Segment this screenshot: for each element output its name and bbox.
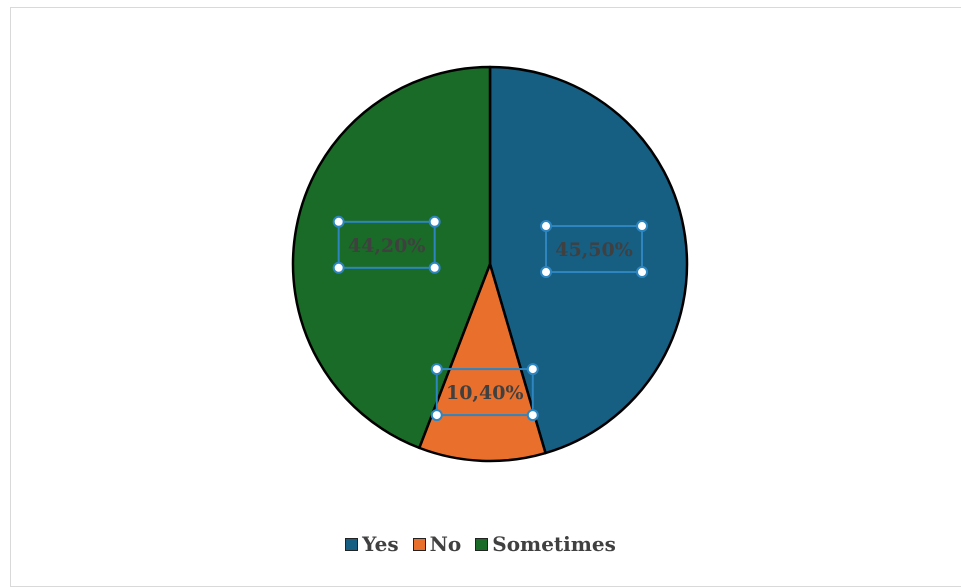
legend-entry-sometimes[interactable]: Sometimes: [475, 532, 616, 556]
data-label-no[interactable]: 10,40%: [430, 363, 539, 422]
resize-handle[interactable]: [430, 409, 443, 422]
pie-slice-no[interactable]: [418, 262, 547, 463]
legend-label-yes: Yes: [362, 532, 399, 556]
resize-handle[interactable]: [332, 261, 345, 274]
legend-label-sometimes: Sometimes: [492, 532, 616, 556]
legend-entry-yes[interactable]: Yes: [345, 532, 399, 556]
data-label-frame-yes: [545, 225, 644, 274]
pie-slice-sometimes[interactable]: [291, 65, 492, 450]
data-label-text-sometimes: 44,20%: [348, 235, 426, 257]
data-label-yes[interactable]: 45,50%: [540, 220, 649, 279]
data-label-frame-sometimes: [337, 220, 436, 269]
data-label-text-yes: 45,50%: [555, 239, 633, 261]
resize-handle[interactable]: [526, 363, 539, 376]
legend-swatch-sometimes: [475, 537, 489, 551]
resize-handle[interactable]: [430, 363, 443, 376]
legend-swatch-no: [412, 537, 426, 551]
resize-handle[interactable]: [540, 266, 553, 279]
resize-handle[interactable]: [526, 409, 539, 422]
legend[interactable]: Yes No Sometimes: [0, 531, 961, 557]
resize-handle[interactable]: [636, 220, 649, 233]
resize-handle[interactable]: [428, 215, 441, 228]
data-label-sometimes[interactable]: 44,20%: [332, 215, 441, 274]
data-label-frame-no: [435, 368, 534, 417]
resize-handle[interactable]: [636, 266, 649, 279]
resize-handle[interactable]: [428, 261, 441, 274]
legend-entry-no[interactable]: No: [412, 532, 462, 556]
resize-handle[interactable]: [540, 220, 553, 233]
pie-slice-yes[interactable]: [488, 65, 689, 455]
data-label-text-no: 10,40%: [446, 382, 524, 404]
resize-handle[interactable]: [332, 215, 345, 228]
legend-label-no: No: [429, 532, 462, 556]
legend-swatch-yes: [345, 537, 359, 551]
